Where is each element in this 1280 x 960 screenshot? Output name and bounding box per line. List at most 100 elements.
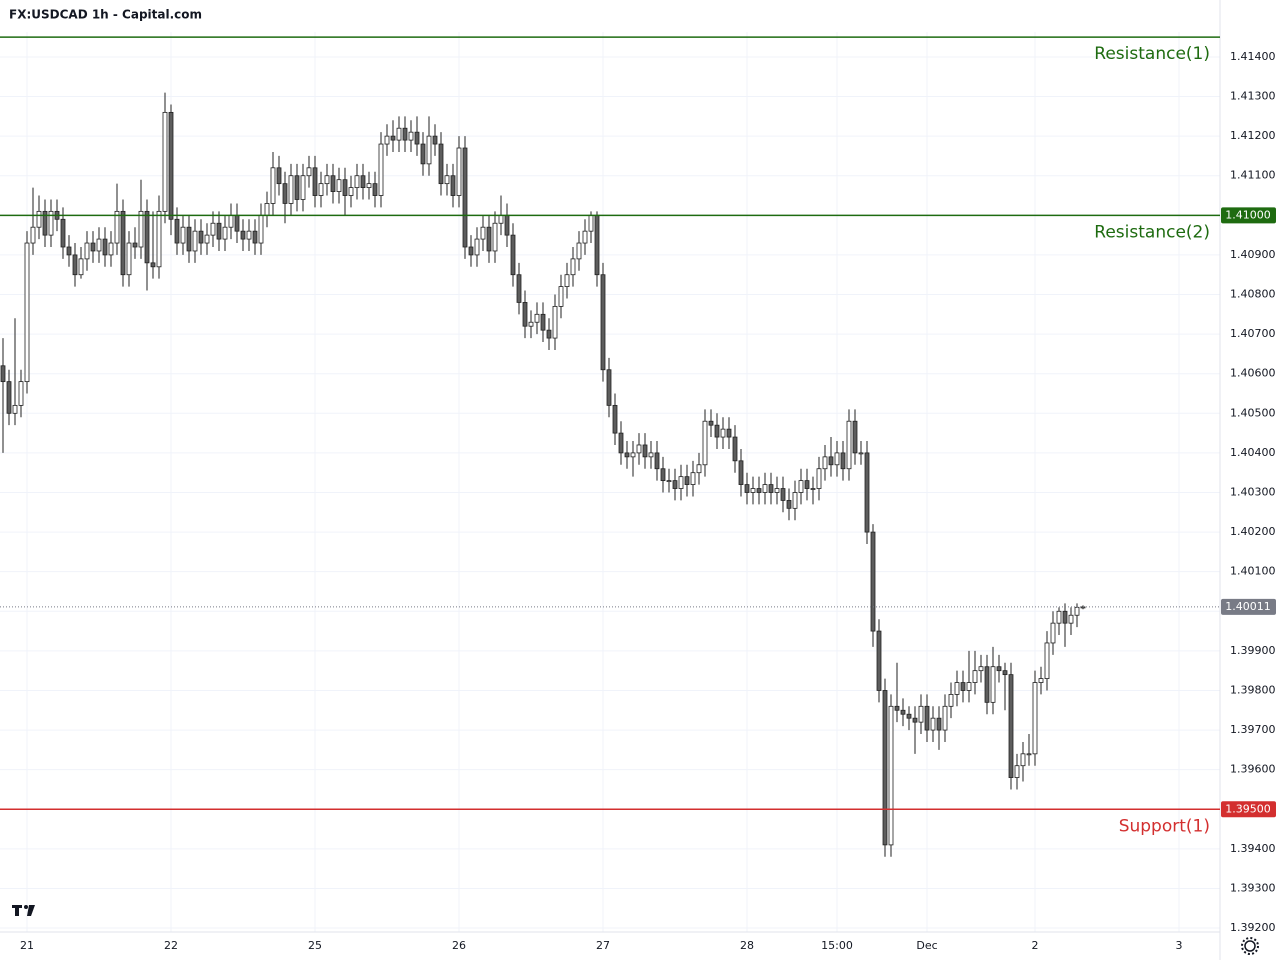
candle-body xyxy=(186,226,192,252)
candle-body xyxy=(1044,642,1050,679)
settings-icon[interactable] xyxy=(1241,937,1259,955)
candle-body xyxy=(402,127,408,141)
candle-body xyxy=(1050,622,1056,644)
candle-body xyxy=(1008,674,1014,778)
candle-body xyxy=(648,452,654,458)
candle-body xyxy=(216,222,222,240)
y-tick-label: 1.40500 xyxy=(1230,406,1276,419)
candle-body xyxy=(816,468,822,489)
candle-body xyxy=(846,420,852,470)
candle-body xyxy=(954,682,960,695)
x-tick-label: Dec xyxy=(916,939,937,952)
price-tag xyxy=(1221,207,1276,224)
candle-body xyxy=(744,484,750,493)
candle-body xyxy=(372,183,378,196)
candle-body xyxy=(906,713,912,719)
candle-body xyxy=(324,175,330,185)
candle-body xyxy=(30,226,36,244)
candle-body xyxy=(588,214,594,232)
candle-body xyxy=(126,242,132,276)
candle-body xyxy=(924,705,930,731)
candle-body xyxy=(684,476,690,485)
candle-body xyxy=(966,682,972,691)
candle-body xyxy=(534,313,540,323)
candle-body xyxy=(804,480,810,489)
candle-body xyxy=(930,717,936,731)
y-tick-label: 1.41400 xyxy=(1230,50,1276,63)
candle-body xyxy=(1032,682,1038,755)
candle-body xyxy=(342,179,348,196)
candle-body xyxy=(576,242,582,260)
candle-body xyxy=(732,436,738,462)
price-tag-label: 1.39500 xyxy=(1225,802,1271,815)
candle-body xyxy=(396,127,402,141)
candle-body xyxy=(768,484,774,493)
candle-body xyxy=(156,210,162,268)
y-tick-label: 1.40200 xyxy=(1230,525,1276,538)
candle-body xyxy=(654,452,660,470)
candle-body xyxy=(414,131,420,145)
candle-body xyxy=(828,456,834,466)
candle-body xyxy=(756,488,762,493)
candle-body xyxy=(666,480,672,483)
plot-area xyxy=(0,92,1086,857)
candle-body xyxy=(0,365,6,383)
candle-body xyxy=(810,488,816,490)
candle-body xyxy=(570,258,576,276)
gear-teeth[interactable] xyxy=(1241,937,1259,955)
candle-body xyxy=(84,242,90,260)
candle-body xyxy=(780,488,786,501)
candle-body xyxy=(426,135,432,165)
candle-body xyxy=(528,321,534,327)
candle-body xyxy=(510,234,516,276)
candle-body xyxy=(852,420,858,454)
candle-body xyxy=(474,238,480,256)
candle-body xyxy=(180,226,186,244)
x-tick-label: 2 xyxy=(1032,939,1039,952)
candle-body xyxy=(210,222,216,236)
logo-part xyxy=(15,905,19,916)
candle-body xyxy=(978,666,984,672)
grid xyxy=(0,32,1220,932)
candle-body xyxy=(390,135,396,141)
candle-body xyxy=(114,210,120,244)
candle-body xyxy=(222,226,228,240)
candle-body xyxy=(336,179,342,192)
candle-body xyxy=(348,187,354,196)
candle-body xyxy=(1056,610,1062,624)
candle-body xyxy=(228,214,234,228)
candle-body xyxy=(120,210,126,276)
candle-body xyxy=(198,230,204,244)
candle-body xyxy=(312,167,318,196)
candle-body xyxy=(354,175,360,189)
candle-body xyxy=(942,705,948,731)
x-tick-label: 22 xyxy=(164,939,178,952)
candle-body xyxy=(42,210,48,236)
x-tick-label: 3 xyxy=(1176,939,1183,952)
y-tick-label: 1.39700 xyxy=(1230,723,1276,736)
x-tick-label: 28 xyxy=(740,939,754,952)
candle-body xyxy=(96,238,102,252)
candle-body xyxy=(522,302,528,327)
candle-body xyxy=(840,452,846,470)
candle-body xyxy=(420,143,426,165)
candle-body xyxy=(738,460,744,485)
candle-body xyxy=(1026,753,1032,756)
candle-body xyxy=(888,705,894,846)
gear[interactable] xyxy=(1244,940,1256,952)
candle-body xyxy=(24,242,30,383)
candle-body xyxy=(972,670,978,683)
candle-body xyxy=(546,329,552,339)
y-tick-label: 1.39600 xyxy=(1230,763,1276,776)
candle-body xyxy=(708,420,714,426)
level-label: Resistance(1) xyxy=(1094,44,1210,64)
candle-body xyxy=(948,694,954,707)
candle-body xyxy=(552,305,558,339)
y-tick-label: 1.40100 xyxy=(1230,565,1276,578)
y-tick-label: 1.41100 xyxy=(1230,169,1276,182)
candle-body xyxy=(270,167,276,204)
candle-body xyxy=(168,111,174,220)
candle-body xyxy=(174,218,180,244)
candle-body xyxy=(1068,614,1074,624)
